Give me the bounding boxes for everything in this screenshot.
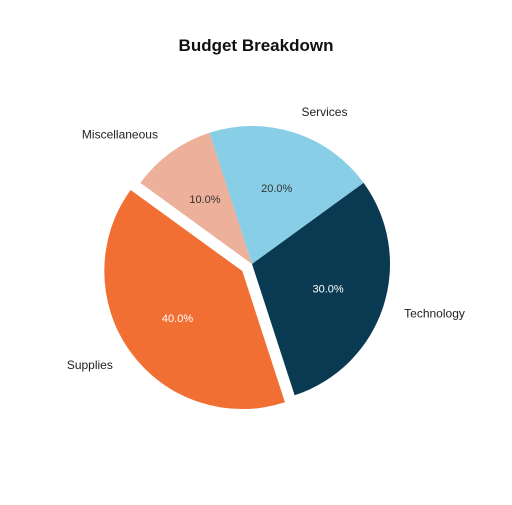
pct-label-supplies: 40.0% <box>162 313 193 325</box>
pie-slice-supplies <box>104 189 285 410</box>
pct-label-miscellaneous: 10.0% <box>189 194 220 206</box>
slice-label-services: Services <box>301 105 347 119</box>
pie-slice-miscellaneous <box>140 132 252 264</box>
pct-label-services: 20.0% <box>261 183 292 195</box>
pie-slice-technology <box>252 182 390 396</box>
slice-label-technology: Technology <box>404 306 465 320</box>
pct-label-technology: 30.0% <box>313 284 344 296</box>
slice-label-supplies: Supplies <box>67 358 113 372</box>
chart-title: Budget Breakdown <box>178 36 334 55</box>
pie-slice-services <box>209 126 364 264</box>
slice-label-miscellaneous: Miscellaneous <box>82 128 158 142</box>
